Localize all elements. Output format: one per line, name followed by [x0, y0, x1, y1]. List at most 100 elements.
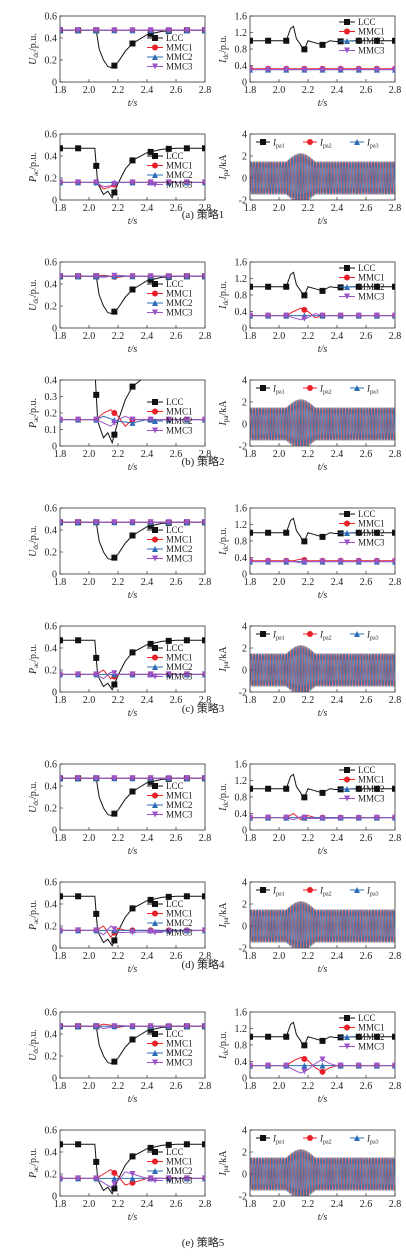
y-tick-label: 2: [242, 900, 247, 911]
data-marker-LCC: [75, 365, 81, 371]
data-marker-MMC3: [355, 558, 362, 565]
y-tick-label: 0: [242, 78, 247, 89]
y-tick-label: 0.4: [45, 34, 58, 45]
data-marker-LCC: [250, 283, 253, 290]
series-line-Ipa3: [250, 1149, 395, 1196]
legend-marker: [152, 1149, 158, 1155]
legend-label-MMC3: MMC3: [166, 180, 193, 190]
legend-marker: [344, 511, 350, 517]
legend-label-MMC2: MMC2: [166, 1048, 193, 1058]
y-tick-label: 0: [242, 570, 247, 581]
legend-label-MMC3: MMC3: [358, 1042, 385, 1052]
data-marker-MMC3: [129, 273, 136, 280]
plot-area: [250, 271, 395, 322]
x-axis-label: t/s: [318, 344, 328, 355]
data-marker-LCC: [301, 46, 308, 53]
y-axis-label: Udc/p.u.: [28, 1029, 40, 1061]
data-marker-LCC: [250, 529, 253, 536]
data-marker-MMC3: [301, 559, 308, 566]
data-marker-LCC: [60, 145, 63, 152]
x-tick-label: 2.4: [331, 85, 344, 96]
series-line-Ipa1: [250, 901, 395, 948]
legend-marker: [152, 54, 158, 60]
data-marker-LCC: [355, 785, 362, 792]
y-tick-label: 0.2: [45, 922, 58, 933]
x-tick-label: 1.8: [54, 695, 67, 706]
data-marker-LCC: [93, 391, 100, 398]
y-tick-label: 0.8: [235, 793, 248, 804]
x-tick-label: 2.8: [389, 1199, 402, 1210]
data-marker-LCC: [183, 145, 190, 152]
chart-panel-d-1: 1.8 2.0 2.2 2.4 2.6 2.8 0 0.2 0.4 0.6 t/s Udc/p.u. L…: [28, 760, 211, 858]
legend-marker: [260, 385, 266, 391]
legend-marker: [152, 645, 158, 651]
legend-label-LCC: LCC: [358, 765, 376, 775]
legend-label-MMC1: MMC1: [358, 273, 385, 283]
data-marker-MMC3: [319, 1056, 326, 1063]
legend-label-MMC2: MMC2: [166, 52, 193, 62]
legend-label-LCC: LCC: [166, 643, 184, 653]
plot-area: [250, 399, 395, 446]
data-marker-MMC3: [75, 519, 82, 526]
y-tick-label: 0.2: [45, 1052, 58, 1063]
series-line-Ipa1: [250, 399, 395, 446]
y-tick-label: 0.4: [45, 376, 58, 387]
legend-label-MMC2: MMC2: [166, 662, 193, 672]
x-tick-label: 2.2: [112, 203, 125, 214]
legend-marker: [307, 631, 313, 637]
chart-panel-e-3: 1.8 2.0 2.2 2.4 2.6 2.8 0 0.2 0.4 0.6 t/s Pac/p.u. L…: [28, 1126, 211, 1224]
y-tick-label: 0.2: [45, 548, 58, 559]
x-axis-label: t/s: [318, 98, 328, 109]
legend-label-LCC: LCC: [166, 1147, 184, 1157]
data-marker-MMC3: [183, 671, 190, 678]
data-marker-MMC3: [392, 814, 395, 821]
data-marker-MMC3: [129, 27, 136, 34]
legend-marker: [344, 1015, 350, 1021]
y-tick-label: 0.4: [235, 307, 248, 318]
data-marker-LCC: [166, 366, 172, 372]
data-marker-LCC: [301, 1042, 308, 1049]
data-marker-MMC3: [183, 775, 190, 782]
data-marker-MMC3: [250, 312, 253, 319]
x-tick-label: 2.6: [170, 695, 183, 706]
legend-marker: [152, 35, 158, 41]
data-marker-LCC: [265, 37, 272, 44]
legend-marker: [152, 290, 158, 297]
plot-area: [60, 1141, 205, 1195]
data-marker-LCC: [129, 157, 136, 164]
legend-label-MMC3: MMC3: [358, 46, 385, 56]
y-tick-label: 1.2: [235, 28, 248, 39]
chart-panel-c-4: 1.8 2.0 2.2 2.4 2.6 2.8 -2 0 2 4 t/s Ipa/kA Ipa1 Ipa2…: [218, 622, 401, 720]
y-tick-label: 0: [52, 196, 57, 207]
legend-label-MMC2: MMC2: [358, 528, 385, 538]
data-marker-LCC: [283, 283, 290, 290]
y-tick-label: 0: [242, 1074, 247, 1085]
axes-frame: [59, 133, 206, 201]
y-tick-label: 1.6: [235, 258, 248, 269]
data-marker-LCC: [93, 162, 100, 169]
legend-label-MMC2: MMC2: [166, 544, 193, 554]
data-marker-LCC: [250, 1033, 253, 1040]
chart-panel-d-2: 1.8 2.0 2.2 2.4 2.6 2.8 0 0.4 0.8 1.2 1.6 t/s Idc/p.…: [218, 760, 401, 858]
data-marker-LCC: [265, 1033, 272, 1040]
data-marker-MMC1: [301, 1056, 308, 1063]
legend-label-MMC3: MMC3: [166, 426, 193, 436]
x-tick-label: 2.2: [112, 695, 125, 706]
y-axis-label: Ipa/kA: [218, 902, 230, 929]
legend-marker: [307, 887, 313, 893]
x-tick-label: 2.8: [389, 449, 402, 460]
y-tick-label: 0.4: [235, 809, 248, 820]
data-marker-MMC3: [392, 1062, 395, 1069]
y-tick-label: -2: [239, 688, 247, 699]
axes-frame: [59, 625, 206, 693]
x-tick-label: 2.6: [170, 331, 183, 342]
x-tick-label: 2.6: [360, 577, 373, 588]
data-marker-MMC3: [111, 519, 118, 526]
series-line-Ipa1: [250, 153, 395, 200]
x-tick-label: 2.0: [83, 577, 96, 588]
data-marker-LCC: [319, 789, 326, 796]
data-marker-MMC3: [75, 273, 82, 280]
chart-panel-a-3: 1.8 2.0 2.2 2.4 2.6 2.8 0 0.2 0.4 0.6 t/s Pac/p.u. L…: [28, 130, 211, 228]
legend-label-MMC2: MMC2: [166, 298, 193, 308]
